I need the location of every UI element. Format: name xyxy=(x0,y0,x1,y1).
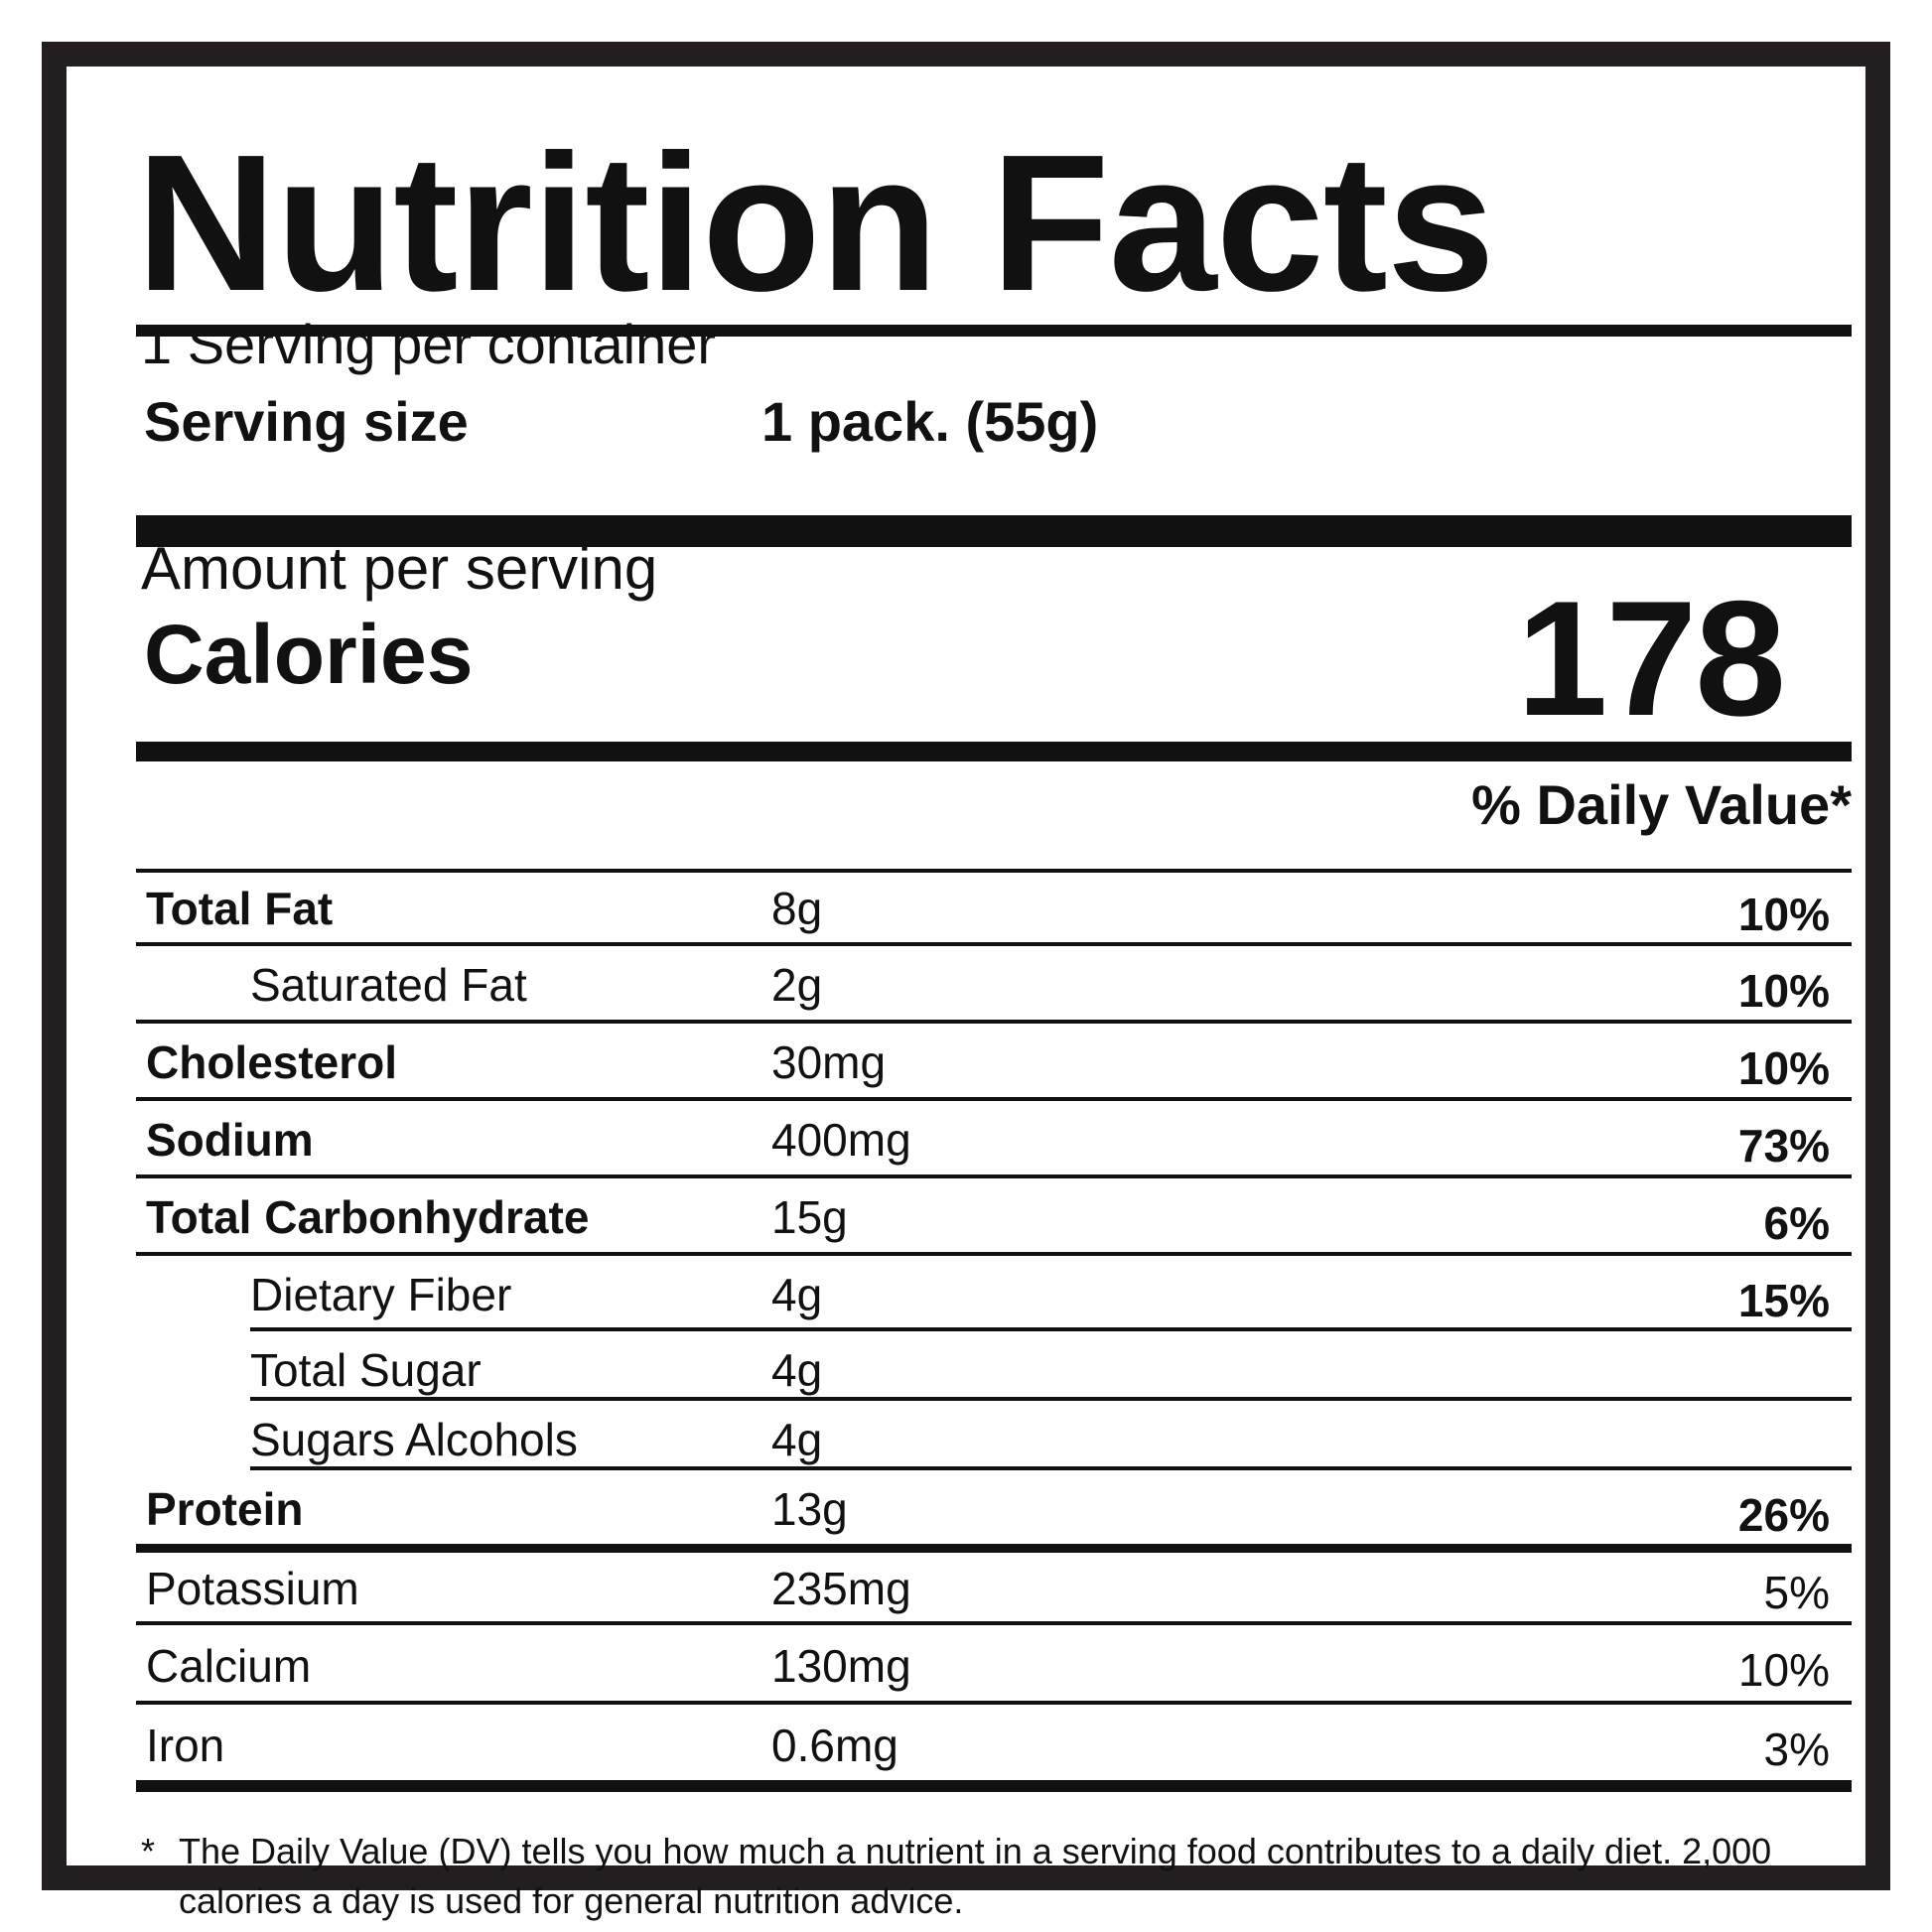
nutrient-separator xyxy=(136,1701,1852,1705)
nutrient-name: Calcium xyxy=(146,1640,312,1692)
nutrient-daily-value: 10% xyxy=(1737,1042,1830,1094)
nutrient-amount: 4g xyxy=(771,1414,823,1465)
nutrient-amount: 400mg xyxy=(771,1114,911,1166)
nutrient-daily-value: 10% xyxy=(1737,889,1830,940)
nutrient-amount: 30mg xyxy=(771,1036,887,1088)
nutrient-name: Dietary Fiber xyxy=(250,1269,512,1320)
serving-size-value: 1 pack. (55g) xyxy=(761,390,1099,453)
servings-per-container: 1 Serving per container xyxy=(141,313,717,375)
nutrient-daily-value: 15% xyxy=(1737,1275,1830,1326)
nutrient-name: Potassium xyxy=(146,1563,359,1614)
nutrient-name: Sodium xyxy=(146,1114,314,1166)
nutrient-daily-value: 73% xyxy=(1737,1120,1830,1172)
nutrient-name: Protein xyxy=(146,1483,304,1535)
nutrient-daily-value: 10% xyxy=(1737,1644,1830,1696)
nutrient-separator xyxy=(136,942,1852,946)
nutrient-daily-value: 5% xyxy=(1763,1567,1830,1618)
nutrient-amount: 235mg xyxy=(771,1563,911,1614)
daily-value-header: % Daily Value* xyxy=(1471,773,1852,836)
nutrient-daily-value: 3% xyxy=(1763,1724,1830,1775)
calories-divider xyxy=(136,742,1852,761)
nutrient-daily-value: 26% xyxy=(1737,1489,1830,1541)
nutrient-separator xyxy=(250,1466,1852,1470)
nutrient-amount: 15g xyxy=(771,1191,848,1243)
nutrient-amount: 8g xyxy=(771,883,823,934)
nutrition-label-panel: Nutrition Facts 1 Serving per container … xyxy=(136,86,1852,1921)
nutrient-name: Sugars Alcohols xyxy=(250,1414,578,1465)
nutrient-amount: 13g xyxy=(771,1483,848,1535)
nutrient-name: Iron xyxy=(146,1720,225,1771)
nutrient-daily-value: 6% xyxy=(1763,1197,1830,1249)
footnote: * The Daily Value (DV) tells you how muc… xyxy=(141,1827,1829,1925)
nutrient-name: Cholesterol xyxy=(146,1036,398,1088)
nutrient-separator xyxy=(250,1327,1852,1331)
serving-divider xyxy=(136,515,1852,547)
nutrient-name: Saturated Fat xyxy=(250,959,527,1011)
nutrient-separator xyxy=(136,1544,1852,1553)
calories-value: 178 xyxy=(1516,567,1786,750)
nutrient-separator xyxy=(136,1020,1852,1024)
nutrient-amount: 4g xyxy=(771,1269,823,1320)
nutrition-label-frame: Nutrition Facts 1 Serving per container … xyxy=(42,42,1890,1921)
bottom-divider xyxy=(136,1780,1852,1792)
nutrient-separator xyxy=(250,1397,1852,1401)
nutrient-separator xyxy=(136,1252,1852,1256)
nutrient-name: Total Sugar xyxy=(250,1344,482,1396)
nutrient-daily-value: 10% xyxy=(1737,965,1830,1017)
amount-per-serving: Amount per serving xyxy=(141,535,658,602)
nutrient-amount: 4g xyxy=(771,1344,823,1396)
calories-label: Calories xyxy=(144,608,474,701)
nutrient-amount: 130mg xyxy=(771,1640,911,1692)
nutrient-separator xyxy=(136,1174,1852,1178)
nutrient-amount: 0.6mg xyxy=(771,1720,898,1771)
title-divider xyxy=(136,325,1852,337)
nutrient-amount: 2g xyxy=(771,959,823,1011)
nutrient-name: Total Carbonhydrate xyxy=(146,1191,590,1243)
label-title: Nutrition Facts xyxy=(136,114,1495,332)
footnote-text: The Daily Value (DV) tells you how much … xyxy=(179,1831,1772,1921)
nutrient-separator xyxy=(136,1097,1852,1101)
daily-value-divider xyxy=(136,869,1852,873)
serving-size-label: Serving size xyxy=(144,390,469,453)
nutrient-name: Total Fat xyxy=(146,883,334,934)
footnote-marker: * xyxy=(141,1831,156,1871)
nutrient-separator xyxy=(136,1621,1852,1625)
